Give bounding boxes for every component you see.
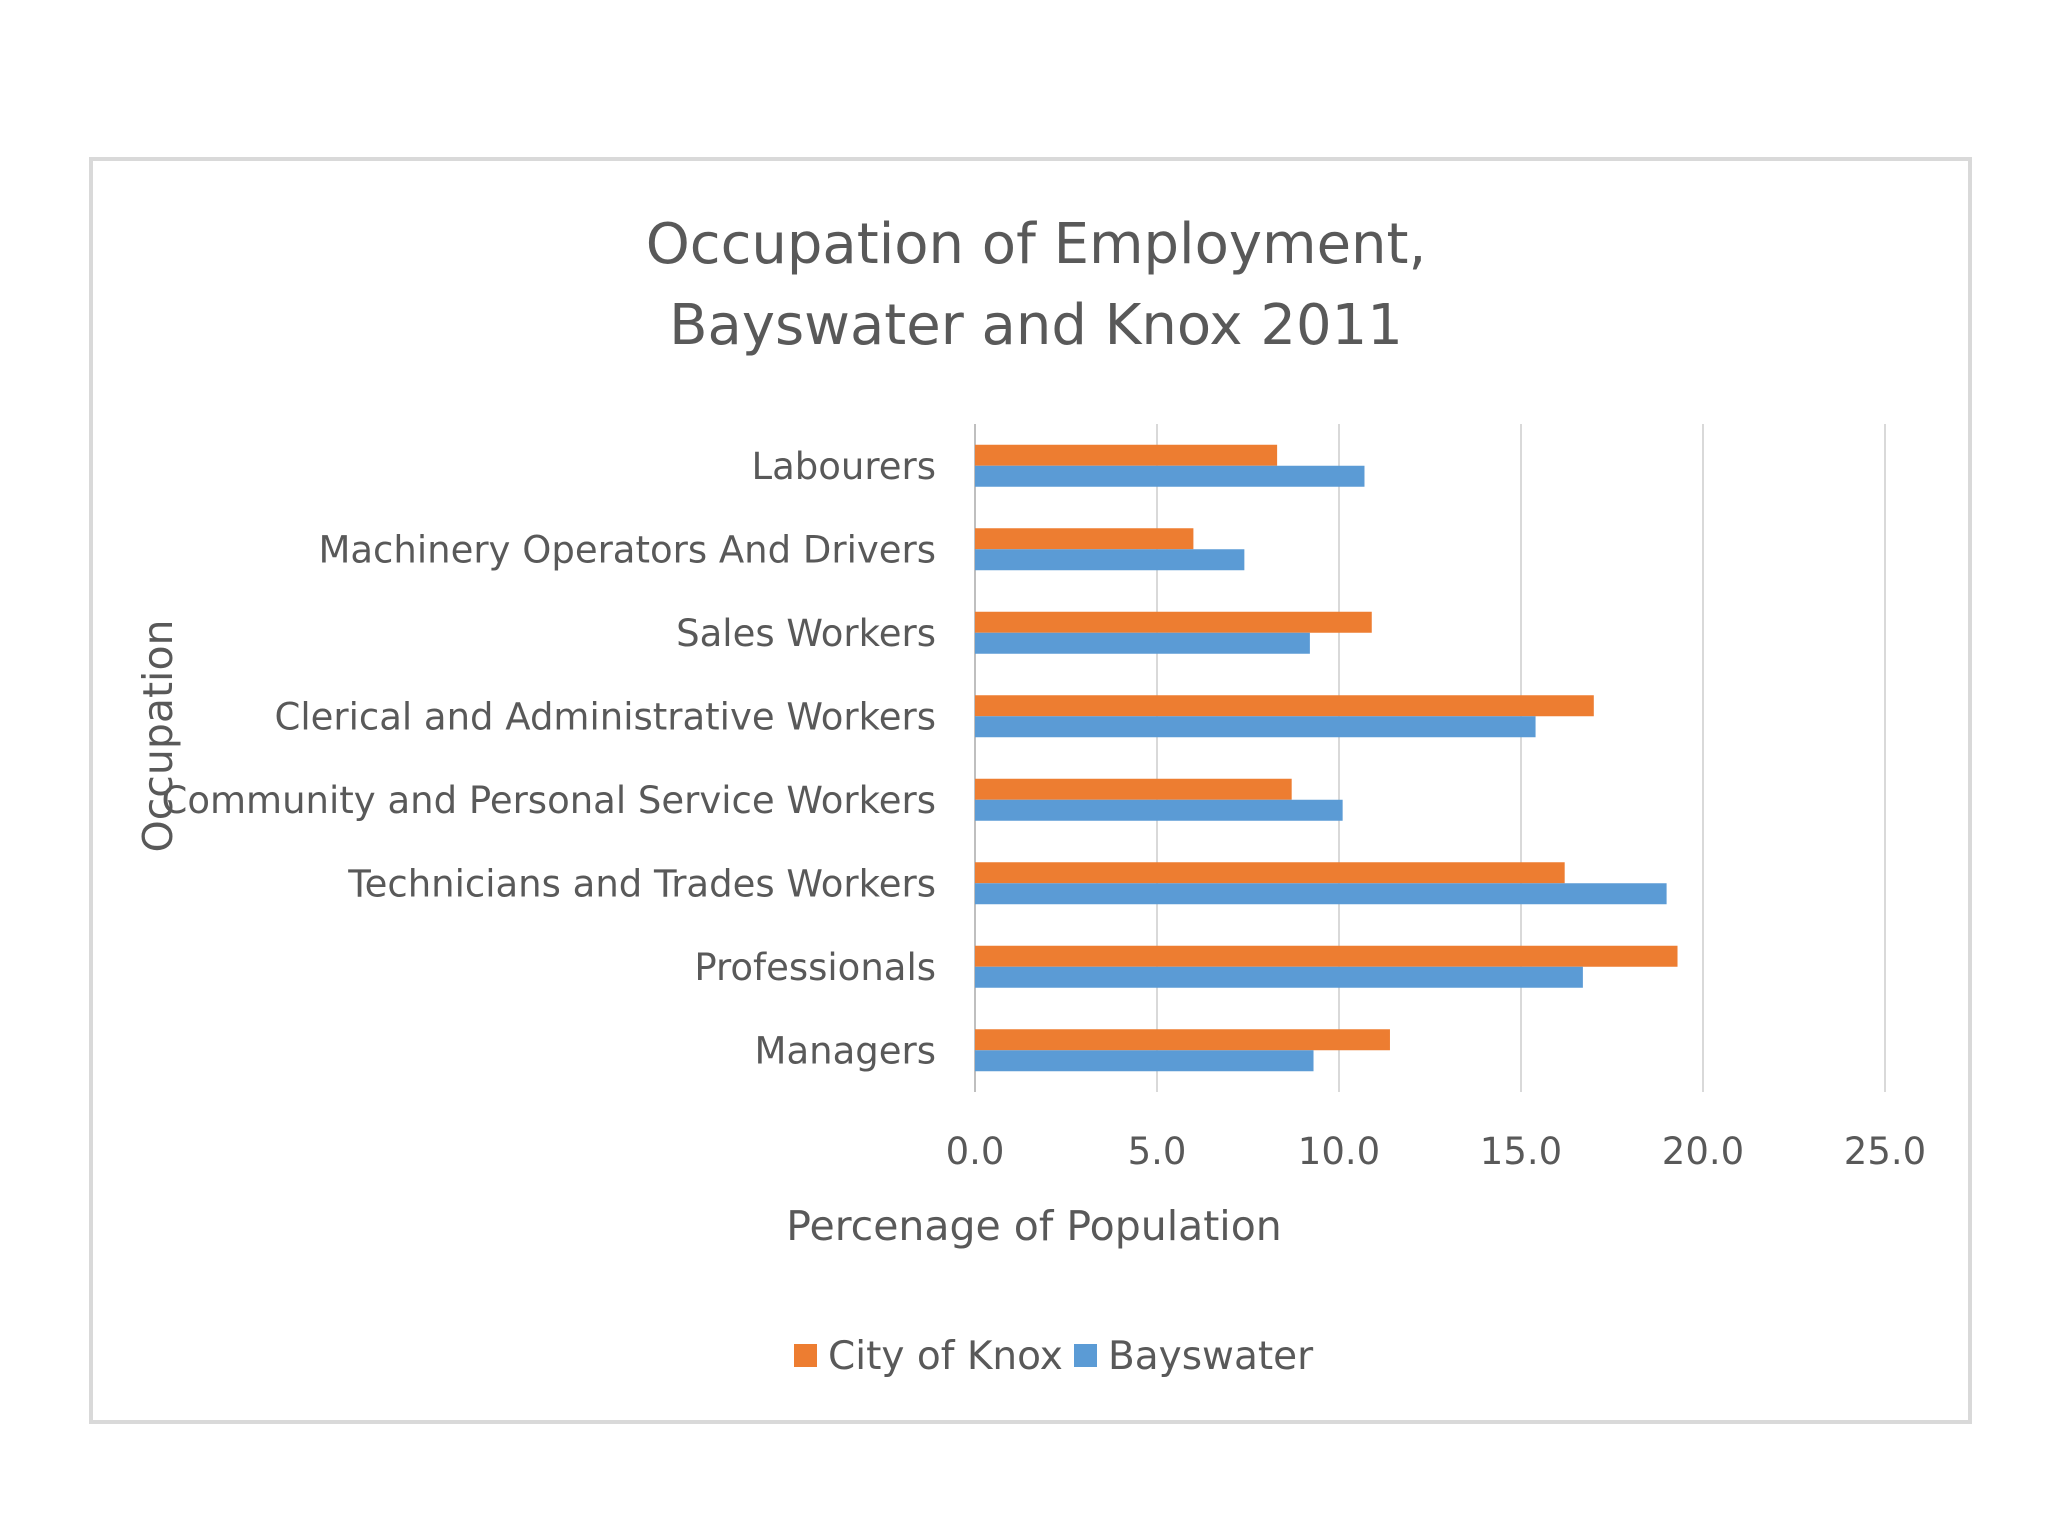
x-tick-label: 10.0 (1298, 1130, 1380, 1173)
bar-bayswater (975, 632, 1310, 654)
bar-city-of-knox (975, 862, 1565, 884)
category-label: Technicians and Trades Workers (347, 862, 936, 905)
legend: City of Knox Bayswater (794, 1334, 1314, 1379)
x-tick-label: 25.0 (1844, 1130, 1926, 1173)
legend-swatch (1074, 1344, 1097, 1367)
bar-city-of-knox (975, 444, 1278, 466)
legend-label: Bayswater (1108, 1334, 1314, 1379)
bar-bayswater (975, 1050, 1314, 1072)
x-tick-label: 0.0 (946, 1130, 1005, 1173)
x-tick-labels: 0.0 5.0 10.0 15.0 20.0 25.0 (946, 1130, 1927, 1173)
gridlines (974, 424, 1886, 1092)
category-label: Managers (755, 1029, 936, 1072)
x-tick-label: 5.0 (1128, 1130, 1187, 1173)
category-label: Sales Workers (676, 612, 936, 655)
bar-city-of-knox (975, 778, 1292, 800)
bar-city-of-knox (975, 945, 1678, 967)
category-label: Clerical and Administrative Workers (274, 695, 936, 738)
chart-title-line-1: Occupation of Employment, (646, 212, 1427, 277)
category-label: Machinery Operators And Drivers (318, 528, 936, 571)
y-axis-title: Occupation (134, 619, 182, 852)
bar-city-of-knox (975, 695, 1594, 717)
bar-bayswater (975, 549, 1245, 571)
x-tick-label: 20.0 (1662, 1130, 1744, 1173)
category-labels: Labourers Machinery Operators And Drivers… (162, 445, 936, 1073)
bars (975, 444, 1678, 1072)
bar-bayswater (975, 716, 1536, 738)
bar-bayswater (975, 883, 1667, 905)
bar-city-of-knox (975, 1029, 1390, 1051)
x-tick-label: 15.0 (1480, 1130, 1562, 1173)
bar-bayswater (975, 799, 1343, 821)
category-label: Professionals (694, 946, 936, 989)
bar-bayswater (975, 966, 1583, 988)
bar-city-of-knox (975, 611, 1372, 633)
x-axis-title: Percenage of Population (786, 1202, 1282, 1250)
bar-city-of-knox (975, 528, 1194, 550)
legend-swatch (794, 1344, 817, 1367)
category-label: Labourers (751, 445, 936, 488)
chart-title: Occupation of Employment, Bayswater and … (646, 212, 1427, 358)
chart-frame: Occupation of Employment, Bayswater and … (89, 157, 1972, 1424)
legend-label: City of Knox (828, 1334, 1063, 1379)
chart-title-line-2: Bayswater and Knox 2011 (669, 293, 1403, 358)
category-label: Community and Personal Service Workers (162, 779, 936, 822)
bar-bayswater (975, 465, 1365, 487)
